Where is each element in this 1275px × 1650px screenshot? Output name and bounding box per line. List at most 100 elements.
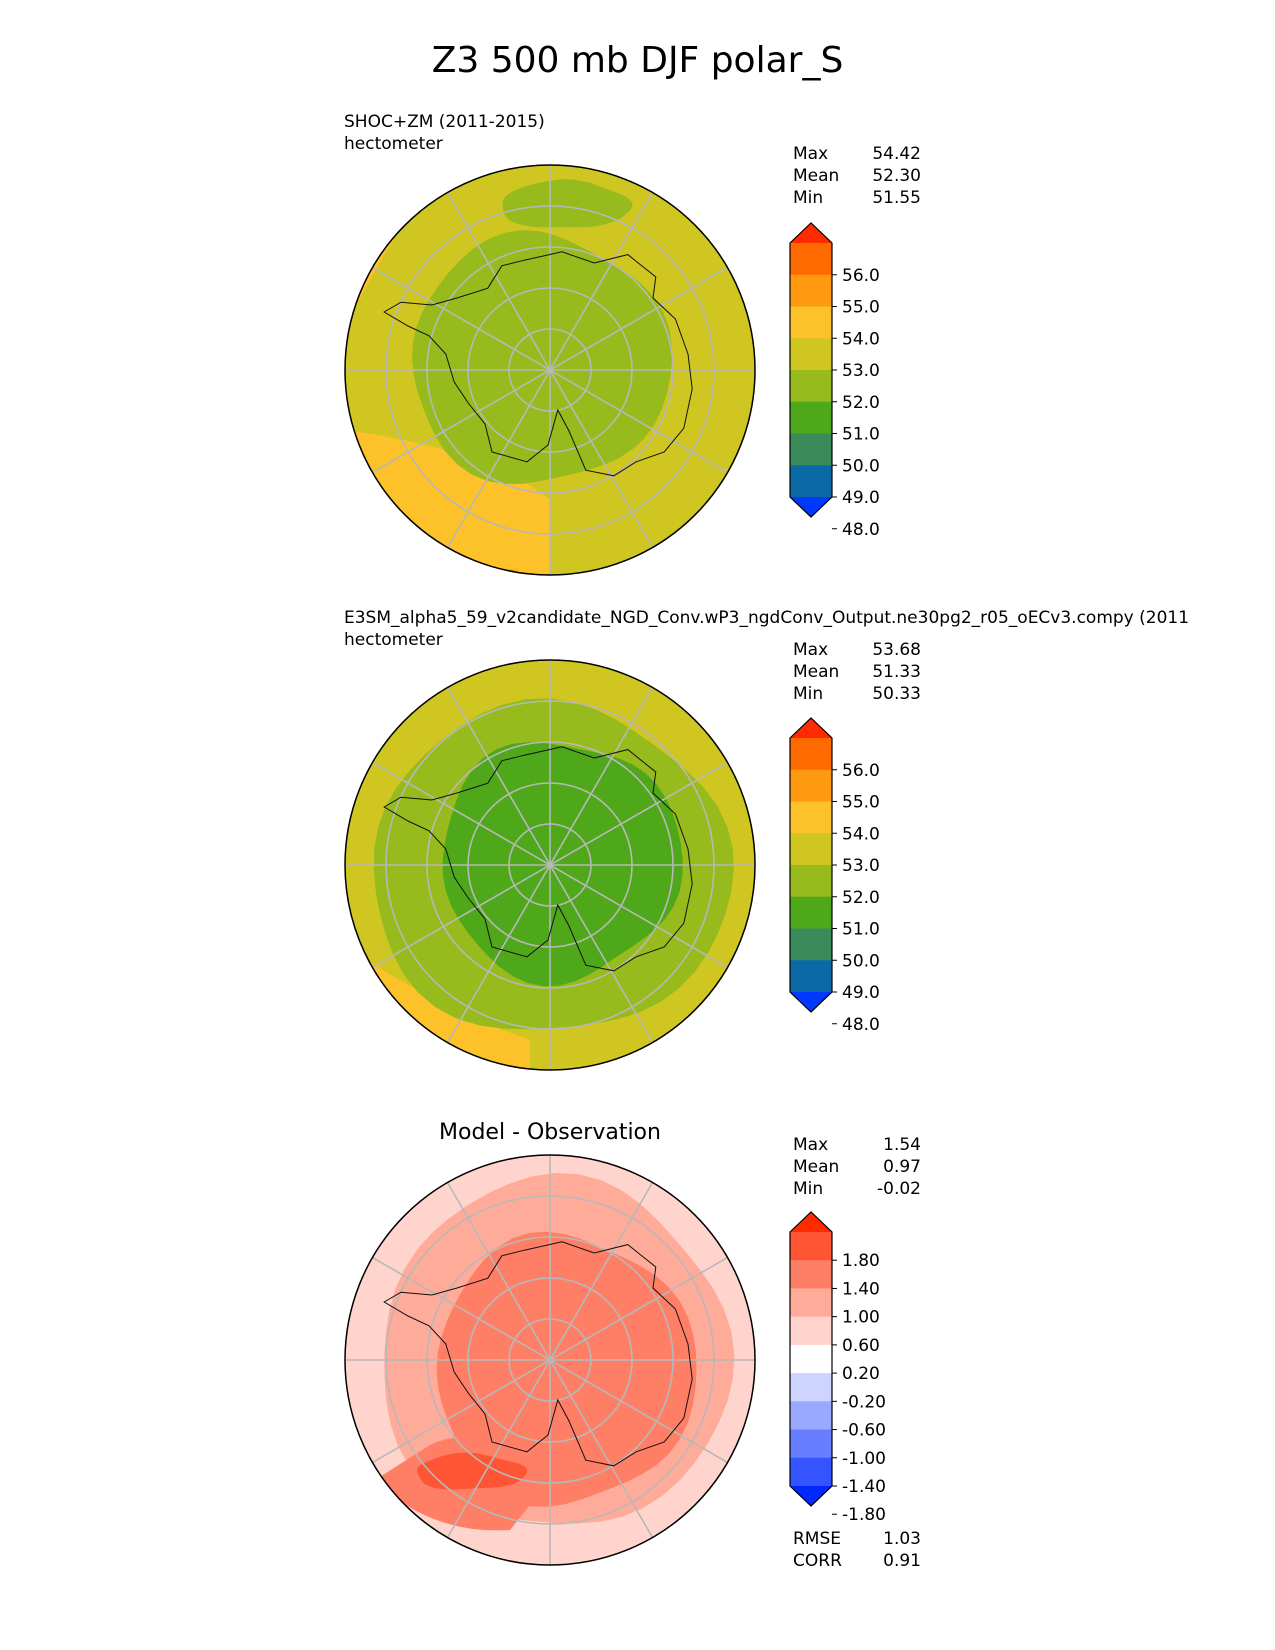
colorbar-extend-min	[790, 992, 832, 1012]
colorbar-tick-label: 56.0	[842, 761, 880, 781]
colorbar-segment	[790, 433, 832, 466]
colorbar-tick-label: 50.0	[842, 951, 880, 971]
panel-3-stats: Max 1.54 Mean 0.97 Min -0.02	[793, 1134, 921, 1200]
colorbar-segment	[790, 274, 832, 307]
colorbar-segment	[790, 960, 832, 993]
colorbar-segment	[790, 370, 832, 403]
panel-1-units: hectometer	[344, 134, 443, 154]
colorbar-segment	[790, 1401, 832, 1431]
colorbar-segment	[790, 243, 832, 276]
colorbar-tick-label: 51.0	[842, 920, 880, 940]
colorbar-tick-label: 1.80	[842, 1251, 880, 1271]
metric-rmse-value: 1.03	[883, 1529, 921, 1549]
colorbar-segment	[790, 401, 832, 434]
longitude-gridline	[446, 687, 654, 1043]
colorbar-2: 56.0 55.0 54.0 53.0 52.0 51.0 50.0 49.0 48.0	[789, 717, 880, 1035]
stat-mean-value: 51.33	[872, 662, 921, 682]
figure-title: Z3 500 mb DJF polar_S	[431, 40, 844, 81]
panel-3-title: Model - Observation	[439, 1120, 661, 1145]
colorbar-tick-label: 53.0	[842, 856, 880, 876]
stat-mean-label: Mean	[793, 1157, 840, 1177]
colorbar-segment	[790, 833, 832, 866]
colorbar-tick-label: -1.40	[842, 1477, 886, 1497]
colorbar-segment	[790, 865, 832, 898]
colorbar-tick-label: 54.0	[842, 824, 880, 844]
polar-map-3	[344, 1154, 756, 1566]
colorbar-segment	[790, 1288, 832, 1318]
colorbar-segment	[790, 928, 832, 961]
colorbar-segment	[790, 465, 832, 498]
colorbar-tick-label: 1.00	[842, 1308, 880, 1328]
stat-min-value: 50.33	[872, 684, 921, 704]
colorbar-segment	[790, 1429, 832, 1459]
colorbar-tick-label: 0.20	[842, 1364, 880, 1384]
stat-min-value: -0.02	[877, 1179, 921, 1199]
colorbar-tick-label: -1.00	[842, 1449, 886, 1469]
colorbar-3: 1.80 1.40 1.00 0.60 0.20 -0.20 -0.60 -1.00 -1.40…	[789, 1211, 886, 1525]
colorbar-tick-label: -1.80	[842, 1505, 886, 1525]
colorbar-tick-label: 56.0	[842, 266, 880, 286]
metric-corr-label: CORR	[793, 1551, 842, 1571]
stat-max-label: Max	[793, 640, 829, 660]
colorbar-tick-label: 55.0	[842, 298, 880, 318]
colorbar-segment	[790, 1344, 832, 1374]
colorbar-extend-max	[790, 1212, 832, 1232]
field-1.40-1.80	[416, 1452, 528, 1490]
panel-2-title: E3SM_alpha5_59_v2candidate_NGD_Conv.wP3_…	[344, 608, 1190, 628]
longitude-gridline	[446, 192, 654, 548]
colorbar-tick-label: -0.20	[842, 1392, 886, 1412]
colorbar-tick-label: 52.0	[842, 888, 880, 908]
colorbar-tick-label: 1.40	[842, 1279, 880, 1299]
field-50-51	[442, 742, 683, 987]
colorbar-tick-label: -0.60	[842, 1421, 886, 1441]
colorbar-segment	[790, 738, 832, 771]
colorbar-extend-max	[790, 718, 832, 738]
stat-min-label: Min	[793, 188, 824, 208]
colorbar-tick-label: 49.0	[842, 488, 880, 508]
panel-3-metrics: RMSE 1.03 CORR 0.91	[793, 1528, 921, 1572]
colorbar-tick-label: 49.0	[842, 983, 880, 1003]
colorbar-tick-label: 53.0	[842, 361, 880, 381]
colorbar-tick-label: 50.0	[842, 456, 880, 476]
colorbar-segment	[790, 1316, 832, 1346]
colorbar-tick-label: 0.60	[842, 1336, 880, 1356]
stat-max-value: 54.42	[872, 144, 921, 164]
polar-map-1	[344, 164, 756, 576]
stat-mean-label: Mean	[793, 166, 840, 186]
antarctica-coastline	[383, 251, 693, 477]
polar-map-2	[344, 659, 756, 1071]
colorbar-1: 56.0 55.0 54.0 53.0 52.0 51.0 50.0 49.0 48.0	[789, 222, 880, 540]
colorbar-segment	[790, 306, 832, 339]
colorbar-extend-min	[790, 497, 832, 517]
panel-1-title: SHOC+ZM (2011-2015)	[344, 112, 545, 132]
stat-max-value: 53.68	[872, 640, 921, 660]
colorbar-extend-max	[790, 223, 832, 243]
colorbar-segment	[790, 1457, 832, 1487]
colorbar-segment	[790, 769, 832, 802]
stat-max-value: 1.54	[883, 1135, 921, 1155]
stat-mean-value: 52.30	[872, 166, 921, 186]
map-boundary	[344, 1154, 756, 1566]
panel-2-units: hectometer	[344, 630, 443, 650]
map-boundary	[344, 659, 756, 1071]
map-boundary	[344, 164, 756, 576]
colorbar-tick-label: 48.0	[842, 520, 880, 540]
metric-corr-value: 0.91	[883, 1551, 921, 1571]
colorbar-tick-label: 52.0	[842, 393, 880, 413]
colorbar-segment	[790, 896, 832, 929]
stat-max-label: Max	[793, 144, 829, 164]
colorbar-tick-label: 55.0	[842, 793, 880, 813]
stat-max-label: Max	[793, 1135, 829, 1155]
antarctica-coastline	[383, 1241, 693, 1467]
panel-1-stats: Max 54.42 Mean 52.30 Min 51.55	[793, 143, 921, 209]
colorbar-segment	[790, 801, 832, 834]
stat-min-label: Min	[793, 684, 824, 704]
stat-mean-value: 0.97	[883, 1157, 921, 1177]
panel-2-stats: Max 53.68 Mean 51.33 Min 50.33	[793, 639, 921, 705]
metric-rmse-label: RMSE	[793, 1529, 842, 1549]
colorbar-segment	[790, 1373, 832, 1402]
colorbar-segment	[790, 1232, 832, 1261]
field-51-52-north	[502, 179, 633, 228]
stat-min-value: 51.55	[872, 188, 921, 208]
